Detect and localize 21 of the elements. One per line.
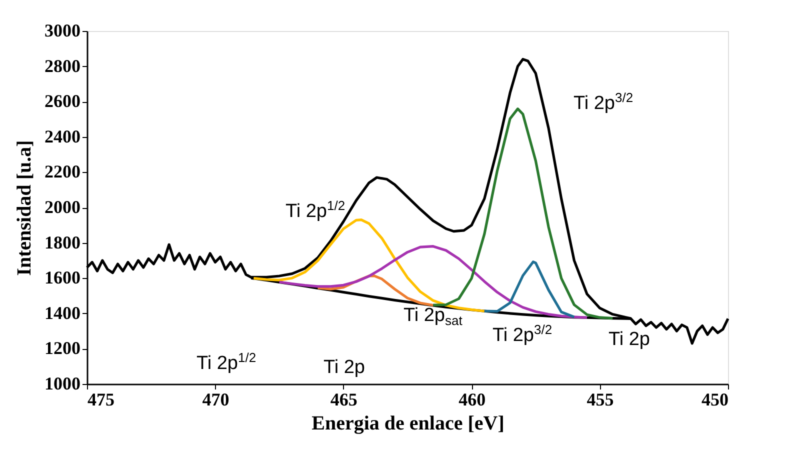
y-tick-label: 2400	[44, 126, 80, 146]
y-tick-label: 2200	[44, 162, 80, 182]
y-tick-label: 1200	[44, 338, 80, 358]
annotation: Ti 2p	[608, 329, 650, 350]
y-tick-label: 1800	[44, 232, 80, 252]
x-tick-label: 470	[202, 390, 230, 410]
y-tick-label: 3000	[44, 20, 80, 40]
y-tick-label: 2000	[44, 197, 80, 217]
x-tick-label: 460	[458, 390, 486, 410]
y-tick-label: 2800	[44, 56, 80, 76]
y-tick-label: 1600	[44, 268, 80, 288]
y-tick-label: 1400	[44, 302, 80, 323]
y-tick-label: 2600	[44, 91, 80, 112]
x-tick-label: 465	[330, 390, 358, 410]
x-tick-label: 475	[88, 390, 114, 410]
x-axis-title: Energia de enlace [eV]	[312, 412, 504, 434]
y-tick-label: 1000	[44, 374, 80, 394]
y-axis-title: Intensidad [u.a]	[14, 140, 36, 276]
annotation: Ti 2p	[323, 357, 365, 378]
x-tick-label: 455	[586, 390, 614, 410]
x-tick-label: 450	[702, 390, 728, 410]
